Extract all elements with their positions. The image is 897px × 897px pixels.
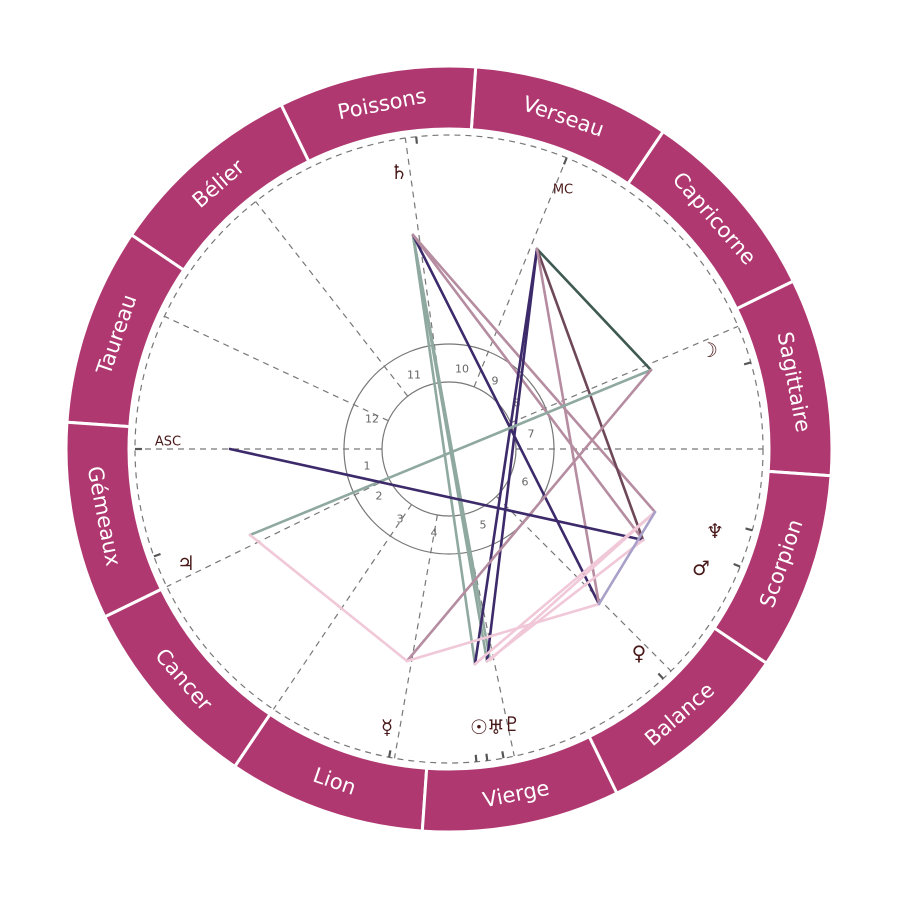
house-number: 9 bbox=[492, 375, 499, 388]
house-number: 7 bbox=[528, 428, 535, 441]
angle-labels: ASC MC bbox=[155, 183, 573, 450]
position-tick bbox=[733, 562, 741, 568]
house-inner-circle bbox=[381, 381, 517, 517]
aspect-line-mc-moon bbox=[535, 247, 653, 372]
aspect-line-mc-sun bbox=[473, 247, 539, 666]
aspect-line-saturn-mars bbox=[411, 233, 645, 542]
house-cusp-line bbox=[255, 201, 409, 397]
house-number: 11 bbox=[407, 369, 421, 382]
house-number: 3 bbox=[397, 513, 404, 526]
aspect-line-mercury-venus bbox=[405, 602, 601, 663]
house-cusp-line bbox=[510, 325, 739, 424]
house-number: 6 bbox=[522, 476, 529, 489]
sun-icon: ☉ bbox=[470, 715, 488, 739]
planet-ticks bbox=[135, 136, 753, 762]
position-tick bbox=[743, 361, 752, 366]
position-tick bbox=[474, 754, 478, 762]
position-tick bbox=[562, 157, 568, 165]
house-cusp-line bbox=[272, 504, 413, 710]
position-tick bbox=[657, 672, 664, 680]
house-cusp-line bbox=[164, 315, 389, 422]
house-number: 2 bbox=[376, 490, 383, 503]
aspect-line-mc-venus bbox=[535, 247, 601, 606]
zodiac-segment-11 bbox=[712, 469, 833, 666]
house-cusp-line bbox=[473, 157, 568, 388]
mc-label: MC bbox=[553, 183, 573, 198]
aspect-line-saturn-venus bbox=[411, 233, 601, 606]
house-cusp-line bbox=[166, 477, 390, 588]
jupiter-icon: ♃ bbox=[177, 551, 195, 575]
uranus-icon: ♅ bbox=[487, 715, 505, 739]
house-number: 8 bbox=[514, 397, 521, 410]
house-number: 12 bbox=[365, 413, 379, 426]
aspect-line-saturn-pluto bbox=[411, 233, 492, 662]
pluto-icon: ♇ bbox=[503, 712, 521, 736]
aspect-line-sun-neptune bbox=[473, 510, 657, 666]
zodiac-ring: SagittaireCapricorneVerseauPoissonsBélie… bbox=[64, 64, 834, 834]
position-tick bbox=[745, 527, 753, 532]
house-cusp-line bbox=[393, 514, 438, 759]
house-cusp-line bbox=[462, 514, 515, 757]
house-number: 5 bbox=[480, 519, 487, 532]
house-number: 1 bbox=[364, 460, 371, 473]
house-cusp-line bbox=[404, 137, 441, 383]
house-cusp-lines bbox=[135, 137, 763, 759]
position-tick bbox=[388, 750, 392, 758]
house-outer-circle bbox=[343, 343, 555, 555]
aspect-line-uranus-mars bbox=[485, 538, 645, 663]
aspect-line-moon-jupiter bbox=[248, 368, 653, 537]
position-tick bbox=[501, 751, 505, 759]
moon-icon: ☽ bbox=[700, 338, 718, 362]
house-cusp-line bbox=[495, 495, 672, 672]
aspect-line-venus-neptune bbox=[597, 510, 657, 606]
position-tick bbox=[415, 136, 419, 144]
aspect-line-mc-uranus bbox=[485, 247, 539, 663]
planet-glyphs: ♄ ☽ ♆ ♂ ♀ ☿ ☉ ♅♇ ♃ bbox=[177, 160, 724, 739]
mars-icon: ♂ bbox=[692, 556, 710, 580]
position-tick bbox=[153, 552, 161, 558]
position-tick bbox=[485, 753, 489, 761]
neptune-icon: ♆ bbox=[706, 519, 724, 543]
house-number: 4 bbox=[431, 527, 438, 540]
house-circles bbox=[343, 343, 555, 555]
asc-label: ASC bbox=[155, 435, 181, 450]
saturn-icon: ♄ bbox=[390, 160, 408, 184]
venus-icon: ♀ bbox=[632, 641, 647, 665]
house-number: 10 bbox=[455, 363, 469, 376]
aspect-line-asc-mars bbox=[228, 447, 645, 542]
aspect-line-jupiter-mercury bbox=[248, 533, 409, 663]
aspect-lines bbox=[228, 233, 657, 666]
mercury-icon: ☿ bbox=[381, 715, 393, 739]
